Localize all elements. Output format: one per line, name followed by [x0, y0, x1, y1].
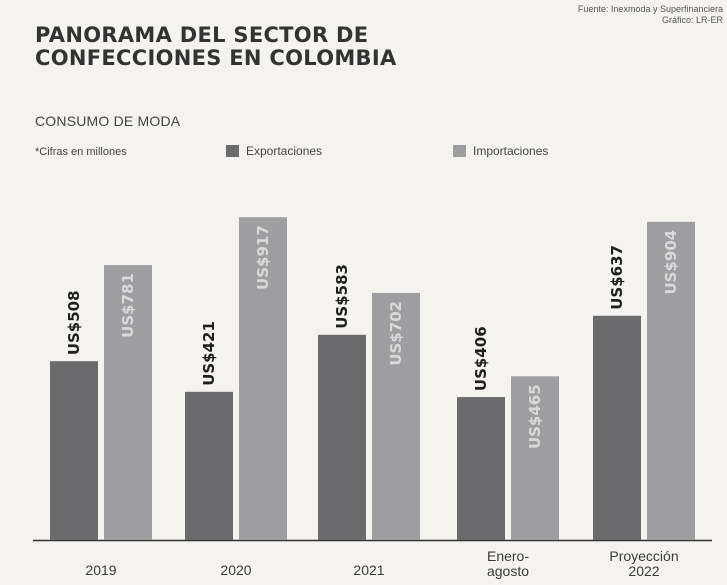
source-note: Fuente: Inexmoda y Superfinanciera Gráfi…	[463, 4, 723, 26]
bar-exportaciones-2021	[318, 334, 366, 540]
title-line-1: PANORAMA DEL SECTOR DE	[35, 23, 369, 47]
bar-exportaciones-2020	[185, 391, 233, 540]
bar-exportaciones-2019	[50, 361, 98, 540]
bar-importaciones-enero-agosto	[511, 376, 559, 540]
chart-subtitle: CONSUMO DE MODA	[35, 113, 181, 129]
units-note: *Cifras en millones	[35, 146, 127, 158]
data-label-exportaciones-2019: US$508	[65, 290, 83, 355]
x-tick-label-2019: 2019	[85, 562, 116, 578]
bar-importaciones-2021	[372, 292, 420, 540]
bar-importaciones-2020	[239, 217, 287, 540]
source-line: Fuente: Inexmoda y Superfinanciera	[577, 4, 723, 14]
legend-item-exportaciones: Exportaciones	[226, 144, 322, 158]
data-label-exportaciones-2020: US$421	[200, 321, 218, 386]
data-label-importaciones-2020: US$917	[254, 225, 272, 290]
x-tick-label-2020: 2020	[220, 562, 251, 578]
data-label-exportaciones-2021: US$583	[333, 264, 351, 329]
x-tick-label-2021: 2021	[353, 562, 384, 578]
x-tick-label-proyeccion-2022: Proyección 2022	[609, 548, 678, 579]
credit-line: Gráfico: LR-ER	[661, 15, 723, 25]
data-label-exportaciones-proyeccion-2022: US$637	[608, 245, 626, 310]
bar-exportaciones-proyeccion-2022	[593, 315, 641, 540]
bar-exportaciones-enero-agosto	[457, 397, 505, 540]
data-label-importaciones-2019: US$781	[119, 273, 137, 338]
title-line-2: CONFECCIONES EN COLOMBIA	[35, 46, 397, 70]
chart-title: PANORAMA DEL SECTOR DE CONFECCIONES EN C…	[35, 24, 397, 70]
bar-importaciones-2019	[104, 265, 152, 540]
data-label-importaciones-2021: US$702	[387, 301, 405, 366]
data-label-exportaciones-enero-agosto: US$406	[472, 326, 490, 391]
x-tick-label-enero-agosto: Enero-agosto	[487, 548, 529, 579]
legend-label-importaciones: Importaciones	[473, 144, 549, 158]
data-label-importaciones-proyeccion-2022: US$904	[662, 230, 680, 295]
legend-label-exportaciones: Exportaciones	[246, 144, 323, 158]
legend-item-importaciones: Importaciones	[453, 144, 548, 158]
legend-swatch-exportaciones	[226, 145, 239, 157]
data-label-importaciones-enero-agosto: US$465	[526, 384, 544, 449]
legend-swatch-importaciones	[453, 145, 466, 157]
bar-importaciones-proyeccion-2022	[647, 221, 695, 541]
